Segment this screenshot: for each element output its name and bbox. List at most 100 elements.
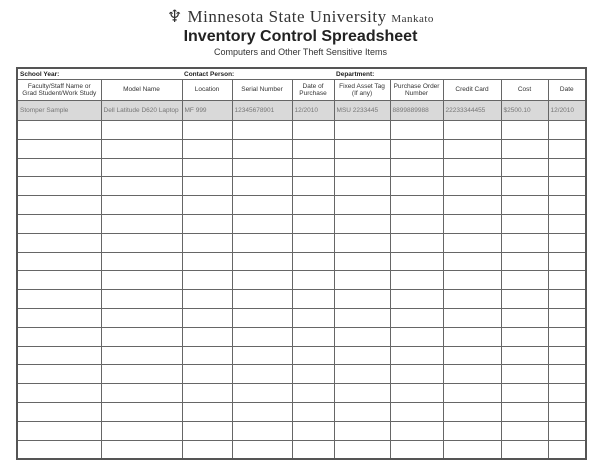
entry-cell[interactable] bbox=[231, 326, 293, 347]
entry-cell[interactable] bbox=[291, 307, 335, 328]
entry-cell[interactable] bbox=[389, 289, 444, 309]
entry-cell[interactable] bbox=[231, 307, 293, 328]
entry-cell[interactable] bbox=[231, 383, 293, 403]
entry-cell[interactable] bbox=[291, 439, 335, 460]
entry-cell[interactable] bbox=[16, 270, 102, 291]
entry-cell[interactable] bbox=[100, 195, 183, 215]
entry-cell[interactable] bbox=[333, 176, 391, 197]
entry-cell[interactable] bbox=[547, 157, 587, 178]
entry-cell[interactable] bbox=[231, 439, 293, 460]
entry-cell[interactable] bbox=[547, 270, 587, 291]
entry-cell[interactable] bbox=[100, 213, 183, 234]
entry-cell[interactable] bbox=[16, 420, 102, 441]
entry-cell[interactable] bbox=[442, 289, 502, 309]
entry-cell[interactable] bbox=[547, 401, 587, 422]
entry-cell[interactable] bbox=[442, 120, 502, 140]
entry-cell[interactable] bbox=[16, 138, 102, 159]
entry-cell[interactable] bbox=[100, 307, 183, 328]
entry-cell[interactable] bbox=[547, 176, 587, 197]
entry-cell[interactable] bbox=[291, 270, 335, 291]
entry-cell[interactable] bbox=[100, 401, 183, 422]
entry-cell[interactable] bbox=[547, 439, 587, 460]
entry-cell[interactable] bbox=[389, 270, 444, 291]
entry-cell[interactable] bbox=[333, 439, 391, 460]
entry-cell[interactable] bbox=[291, 176, 335, 197]
entry-cell[interactable] bbox=[291, 232, 335, 253]
entry-cell[interactable] bbox=[500, 289, 549, 309]
entry-cell[interactable] bbox=[547, 326, 587, 347]
entry-cell[interactable] bbox=[389, 195, 444, 215]
entry-cell[interactable] bbox=[291, 157, 335, 178]
entry-cell[interactable] bbox=[181, 270, 233, 291]
entry-cell[interactable] bbox=[231, 138, 293, 159]
entry-cell[interactable] bbox=[100, 326, 183, 347]
entry-cell[interactable] bbox=[547, 307, 587, 328]
entry-cell[interactable] bbox=[291, 420, 335, 441]
entry-cell[interactable] bbox=[389, 213, 444, 234]
entry-cell[interactable] bbox=[181, 138, 233, 159]
entry-cell[interactable] bbox=[291, 401, 335, 422]
entry-cell[interactable] bbox=[500, 251, 549, 272]
entry-cell[interactable] bbox=[291, 138, 335, 159]
entry-cell[interactable] bbox=[442, 439, 502, 460]
entry-cell[interactable] bbox=[500, 364, 549, 385]
entry-cell[interactable] bbox=[100, 420, 183, 441]
entry-cell[interactable] bbox=[231, 289, 293, 309]
entry-cell[interactable] bbox=[100, 289, 183, 309]
entry-cell[interactable] bbox=[547, 195, 587, 215]
entry-cell[interactable] bbox=[500, 326, 549, 347]
entry-cell[interactable] bbox=[231, 120, 293, 140]
entry-cell[interactable] bbox=[500, 307, 549, 328]
entry-cell[interactable] bbox=[389, 307, 444, 328]
entry-cell[interactable] bbox=[389, 326, 444, 347]
entry-cell[interactable] bbox=[181, 345, 233, 366]
entry-cell[interactable] bbox=[333, 251, 391, 272]
entry-cell[interactable] bbox=[547, 383, 587, 403]
entry-cell[interactable] bbox=[389, 120, 444, 140]
entry-cell[interactable] bbox=[181, 213, 233, 234]
entry-cell[interactable] bbox=[547, 420, 587, 441]
entry-cell[interactable] bbox=[100, 138, 183, 159]
entry-cell[interactable] bbox=[442, 307, 502, 328]
entry-cell[interactable] bbox=[333, 157, 391, 178]
entry-cell[interactable] bbox=[100, 232, 183, 253]
entry-cell[interactable] bbox=[389, 176, 444, 197]
entry-cell[interactable] bbox=[16, 401, 102, 422]
entry-cell[interactable] bbox=[389, 401, 444, 422]
entry-cell[interactable] bbox=[547, 289, 587, 309]
entry-cell[interactable] bbox=[291, 289, 335, 309]
entry-cell[interactable] bbox=[442, 326, 502, 347]
entry-cell[interactable] bbox=[442, 251, 502, 272]
entry-cell[interactable] bbox=[181, 195, 233, 215]
entry-cell[interactable] bbox=[333, 401, 391, 422]
entry-cell[interactable] bbox=[389, 138, 444, 159]
entry-cell[interactable] bbox=[500, 195, 549, 215]
entry-cell[interactable] bbox=[181, 176, 233, 197]
entry-cell[interactable] bbox=[16, 213, 102, 234]
entry-cell[interactable] bbox=[291, 326, 335, 347]
entry-cell[interactable] bbox=[231, 157, 293, 178]
entry-cell[interactable] bbox=[181, 289, 233, 309]
entry-cell[interactable] bbox=[442, 345, 502, 366]
entry-cell[interactable] bbox=[181, 439, 233, 460]
entry-cell[interactable] bbox=[291, 251, 335, 272]
entry-cell[interactable] bbox=[500, 120, 549, 140]
entry-cell[interactable] bbox=[389, 345, 444, 366]
entry-cell[interactable] bbox=[100, 439, 183, 460]
entry-cell[interactable] bbox=[231, 213, 293, 234]
entry-cell[interactable] bbox=[442, 401, 502, 422]
entry-cell[interactable] bbox=[389, 383, 444, 403]
entry-cell[interactable] bbox=[231, 176, 293, 197]
entry-cell[interactable] bbox=[16, 289, 102, 309]
entry-cell[interactable] bbox=[500, 176, 549, 197]
entry-cell[interactable] bbox=[100, 251, 183, 272]
entry-cell[interactable] bbox=[500, 232, 549, 253]
entry-cell[interactable] bbox=[547, 138, 587, 159]
entry-cell[interactable] bbox=[547, 364, 587, 385]
entry-cell[interactable] bbox=[181, 364, 233, 385]
entry-cell[interactable] bbox=[231, 251, 293, 272]
entry-cell[interactable] bbox=[100, 345, 183, 366]
entry-cell[interactable] bbox=[547, 345, 587, 366]
entry-cell[interactable] bbox=[442, 270, 502, 291]
entry-cell[interactable] bbox=[100, 383, 183, 403]
